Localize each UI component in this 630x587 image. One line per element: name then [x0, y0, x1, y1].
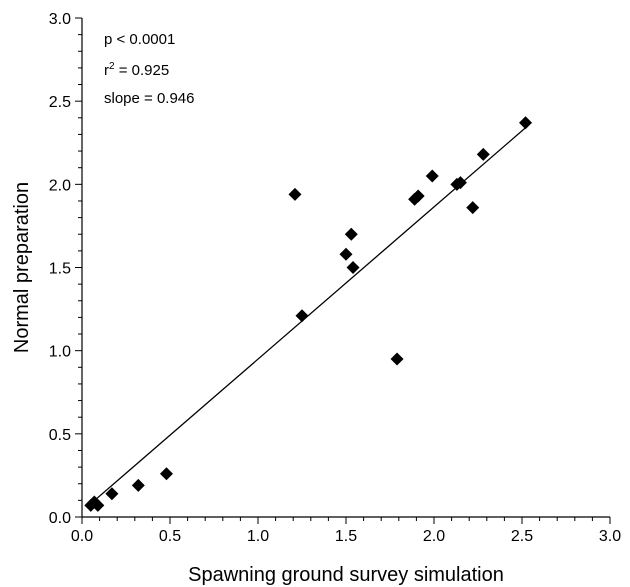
x-tick-label: 2.0	[423, 528, 445, 545]
x-tick-label: 0.5	[159, 528, 181, 545]
y-axis-ticks: 0.0 0.5 1.0 1.5 2.0 2.5 3.0	[49, 11, 82, 527]
data-point	[295, 309, 309, 323]
data-point	[159, 467, 173, 481]
annotation-slope: slope = 0.946	[104, 90, 195, 107]
x-tick-label: 1.5	[335, 528, 357, 545]
y-tick-label: 0.0	[49, 510, 71, 527]
annotation-r-squared: r2 = 0.925	[104, 61, 169, 79]
data-point	[105, 487, 119, 501]
data-point	[466, 201, 480, 215]
x-tick-label: 3.0	[599, 528, 621, 545]
y-tick-label: 1.0	[49, 344, 71, 361]
y-axis-title: Normal preparation	[11, 182, 33, 353]
x-tick-label: 2.5	[511, 528, 533, 545]
x-axis-title: Spawning ground survey simulation	[188, 564, 504, 586]
data-point	[344, 227, 358, 241]
data-point	[519, 116, 533, 130]
data-point	[288, 187, 302, 201]
annotation-r-value: = 0.925	[115, 62, 170, 79]
data-points	[84, 116, 533, 512]
data-point	[425, 169, 439, 183]
annotation-p-value: p < 0.0001	[104, 31, 175, 48]
x-tick-label: 0.0	[71, 528, 93, 545]
data-point	[131, 478, 145, 492]
y-tick-label: 3.0	[49, 11, 71, 28]
y-tick-label: 0.5	[49, 427, 71, 444]
data-point	[453, 176, 467, 190]
data-point	[476, 147, 490, 161]
x-tick-label: 1.0	[247, 528, 269, 545]
data-point	[411, 189, 425, 203]
annotation-r-superscript: 2	[109, 61, 115, 72]
data-point	[390, 352, 404, 366]
data-point	[91, 498, 105, 512]
x-axis-ticks: 0.0 0.5 1.0 1.5 2.0 2.5 3.0	[71, 517, 621, 545]
y-tick-label: 2.0	[49, 177, 71, 194]
y-tick-label: 2.5	[49, 94, 71, 111]
data-point	[339, 247, 353, 261]
data-point	[346, 261, 360, 274]
y-tick-label: 1.5	[49, 261, 71, 278]
annotation-r-base: r	[104, 62, 109, 79]
